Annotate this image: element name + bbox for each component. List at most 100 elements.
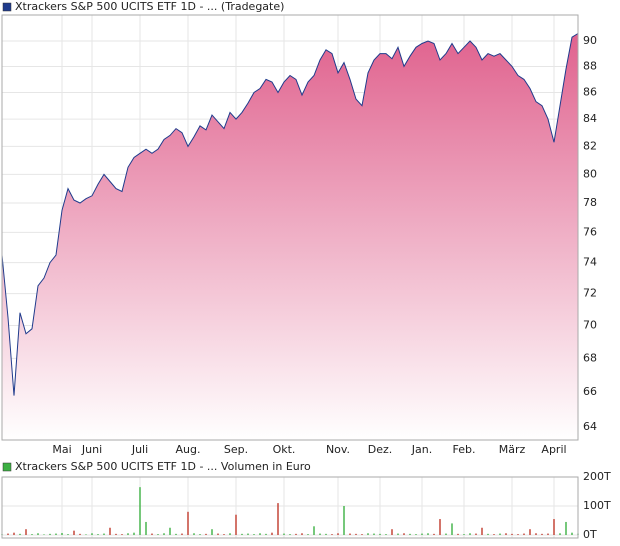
plot-frame xyxy=(1,476,579,539)
volume-bar xyxy=(415,534,417,535)
volume-bar xyxy=(217,533,219,535)
volume-bar xyxy=(253,534,255,535)
volume-bar xyxy=(49,533,51,535)
y-tick-label: 88 xyxy=(583,59,597,72)
y-tick-label: 80 xyxy=(583,167,597,180)
y-tick-label: 100T xyxy=(583,499,611,512)
volume-bar xyxy=(463,534,465,535)
volume-bar xyxy=(85,534,87,535)
legend-swatch xyxy=(2,462,12,472)
volume-bar xyxy=(67,534,69,535)
volume-bar xyxy=(349,533,351,535)
volume-bar xyxy=(325,533,327,535)
x-tick-label: Feb. xyxy=(453,443,476,456)
volume-bar xyxy=(37,533,39,535)
volume-bar xyxy=(103,533,105,535)
x-tick-label: Dez. xyxy=(368,443,393,456)
x-tick-label: Mai xyxy=(52,443,71,456)
volume-bar xyxy=(193,533,195,535)
volume-bar xyxy=(313,526,315,535)
volume-bar xyxy=(187,511,189,535)
volume-bar xyxy=(451,523,453,535)
volume-bar xyxy=(169,527,171,535)
y-tick-label: 78 xyxy=(583,196,597,209)
volume-bar xyxy=(25,529,27,535)
volume-bar xyxy=(529,529,531,535)
volume-bar xyxy=(571,532,573,535)
y-tick-label: 70 xyxy=(583,319,597,332)
volume-bar xyxy=(457,533,459,535)
x-tick-label: Juli xyxy=(131,443,148,456)
y-tick-label: 0T xyxy=(583,528,597,541)
volume-bar xyxy=(61,532,63,535)
y-tick-label: 84 xyxy=(583,112,597,125)
volume-bar xyxy=(181,533,183,535)
volume-bar xyxy=(343,506,345,535)
volume-bar xyxy=(559,533,561,535)
volume-bar xyxy=(505,533,507,535)
volume-bar xyxy=(355,533,357,535)
volume-bar xyxy=(295,533,297,535)
volume-bar xyxy=(91,533,93,535)
x-tick-label: Juni xyxy=(81,443,102,456)
volume-bar xyxy=(331,534,333,535)
area-fill xyxy=(2,33,578,440)
volume-bar xyxy=(307,534,309,535)
volume-bar xyxy=(277,503,279,535)
volume-bar xyxy=(565,521,567,535)
volume-bar xyxy=(235,514,237,535)
volume-bar xyxy=(373,533,375,535)
y-tick-label: 68 xyxy=(583,351,597,364)
volume-bar xyxy=(151,533,153,535)
volume-bar xyxy=(247,533,249,535)
volume-bar xyxy=(469,533,471,535)
x-tick-label: Sep. xyxy=(224,443,248,456)
x-tick-label: März xyxy=(499,443,526,456)
volume-bar xyxy=(259,533,261,535)
chart-title: Xtrackers S&P 500 UCITS ETF 1D - ... (Tr… xyxy=(15,0,284,13)
volume-bar xyxy=(301,533,303,535)
volume-bar xyxy=(73,530,75,535)
volume-bar xyxy=(511,533,513,535)
legend-swatch xyxy=(2,2,12,12)
volume-bar xyxy=(319,533,321,535)
volume-bar xyxy=(199,534,201,535)
volume-bar xyxy=(361,534,363,535)
volume-bar xyxy=(145,521,147,535)
volume-bar xyxy=(379,533,381,535)
x-tick-label: April xyxy=(541,443,566,456)
volume-bar xyxy=(205,533,207,535)
volume-bar xyxy=(499,533,501,535)
x-tick-label: Aug. xyxy=(176,443,201,456)
volume-bar xyxy=(427,533,429,535)
volume-bar xyxy=(487,533,489,535)
volume-bar xyxy=(553,519,555,535)
volume-bar xyxy=(391,529,393,535)
volume-bar xyxy=(367,533,369,535)
volume-bar xyxy=(157,534,159,535)
volume-bar xyxy=(79,533,81,535)
volume-bar xyxy=(403,533,405,535)
volume-bar xyxy=(475,533,477,535)
y-tick-label: 90 xyxy=(583,34,597,47)
volume-bar xyxy=(493,534,495,535)
price-line xyxy=(1,33,579,396)
volume-bar xyxy=(397,533,399,535)
y-tick-label: 64 xyxy=(583,420,597,433)
volume-bar xyxy=(115,533,117,535)
x-tick-label: Nov. xyxy=(326,443,350,456)
volume-bar xyxy=(289,534,291,535)
x-tick-label: Jan. xyxy=(411,443,432,456)
volume-bar xyxy=(223,534,225,535)
volume-bar xyxy=(97,534,99,535)
volume-bar xyxy=(139,487,141,535)
y-tick-label: 76 xyxy=(583,225,597,238)
y-tick-label: 200T xyxy=(583,470,611,483)
volume-bar xyxy=(13,532,15,535)
volume-bar xyxy=(7,533,9,535)
y-tick-label: 86 xyxy=(583,85,597,98)
volume-bar xyxy=(211,529,213,535)
chart-title: Xtrackers S&P 500 UCITS ETF 1D - ... Vol… xyxy=(15,460,311,473)
volume-bar xyxy=(541,533,543,535)
volume-bar xyxy=(175,533,177,535)
